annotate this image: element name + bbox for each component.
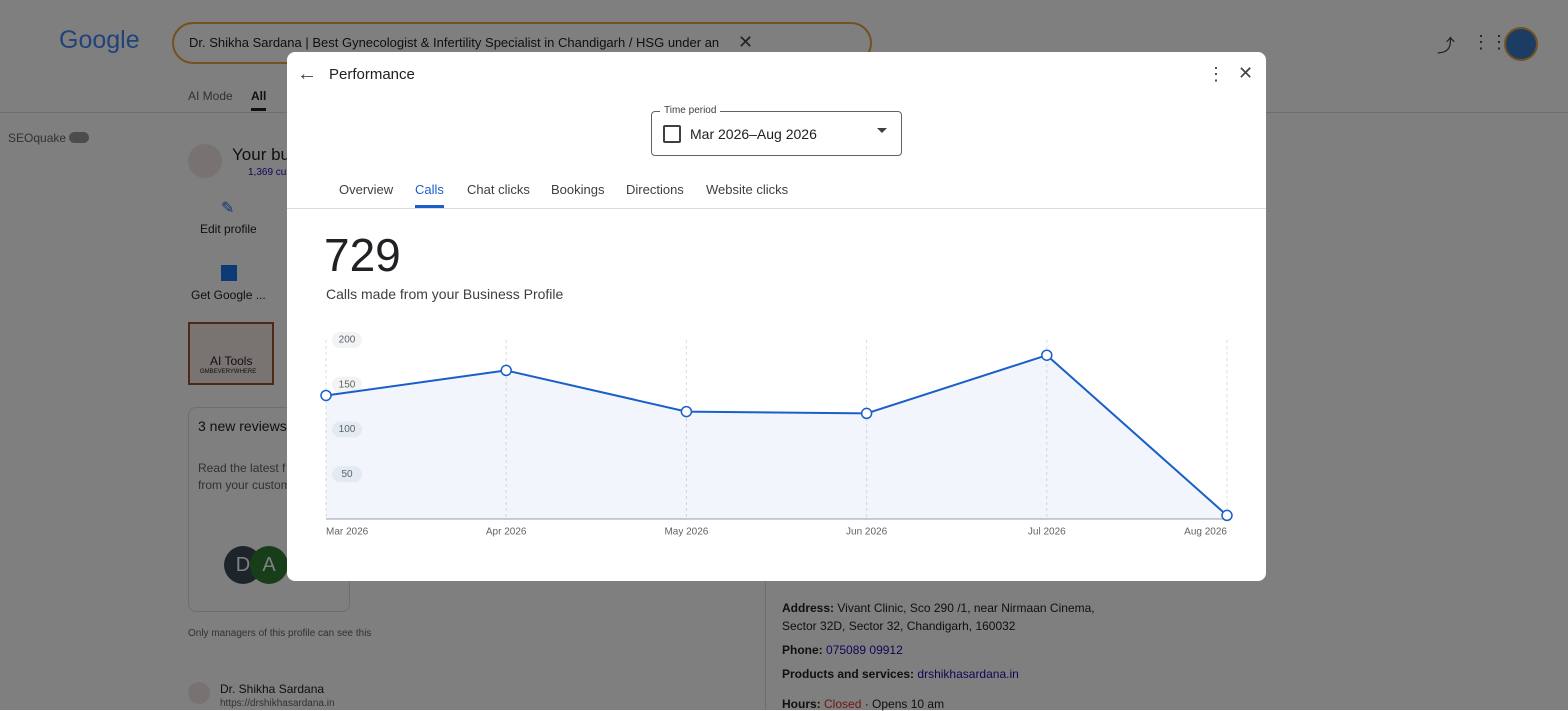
time-period-value: Mar 2026–Aug 2026 <box>690 126 817 142</box>
tab[interactable]: Overview <box>339 182 394 197</box>
y-tick-label: 50 <box>341 469 353 480</box>
back-button[interactable]: ← <box>297 63 317 85</box>
point <box>500 364 512 377</box>
y-tick-pill <box>332 332 362 348</box>
more-button[interactable]: ⋮ <box>1207 64 1225 84</box>
y-tick-pill <box>332 421 362 438</box>
chart: Mar 2026 Apr 2026 May 2026 Jun 2026 Jul 2026… <box>320 332 1233 538</box>
x-tick-label: Mar 2026 <box>326 527 369 538</box>
time-period-label: Time period <box>660 105 721 116</box>
summary-value: 729 <box>324 229 401 281</box>
x-tick-label: May 2026 <box>664 527 708 538</box>
tab[interactable]: Directions <box>626 182 684 197</box>
x-tick-label: Jul 2026 <box>1028 527 1066 538</box>
tab[interactable]: Bookings <box>551 182 605 197</box>
x-tick-label: Aug 2026 <box>1184 527 1227 538</box>
point <box>680 405 693 418</box>
point <box>320 389 332 402</box>
y-tick-pill <box>332 376 362 393</box>
performance-dialog: ← Performance ⋮ ✕ Time period Mar 2026–A… <box>287 52 1266 581</box>
calendar-icon <box>663 125 681 143</box>
point <box>1221 509 1233 522</box>
tab[interactable]: Chat clicks <box>467 182 530 197</box>
y-tick-pill <box>332 466 362 483</box>
time-period-select[interactable] <box>651 111 902 156</box>
dropdown-arrow <box>877 128 887 133</box>
area <box>326 355 1227 519</box>
tab[interactable]: Website clicks <box>706 182 789 197</box>
x-tick-label: Jun 2026 <box>846 527 888 538</box>
close-button[interactable]: ✕ <box>1238 63 1254 83</box>
x-tick-label: Apr 2026 <box>486 527 527 538</box>
summary-label: Calls made from your Business Profile <box>326 286 564 302</box>
point <box>860 407 873 420</box>
tab-active[interactable]: Calls <box>415 182 444 208</box>
tab-divider <box>287 208 1266 209</box>
y-tick-label: 100 <box>339 424 356 435</box>
y-tick-label: 150 <box>339 379 356 390</box>
line <box>325 354 1228 517</box>
y-tick-label: 200 <box>339 335 356 346</box>
point <box>1041 349 1053 361</box>
dialog-title: Performance <box>329 66 415 83</box>
